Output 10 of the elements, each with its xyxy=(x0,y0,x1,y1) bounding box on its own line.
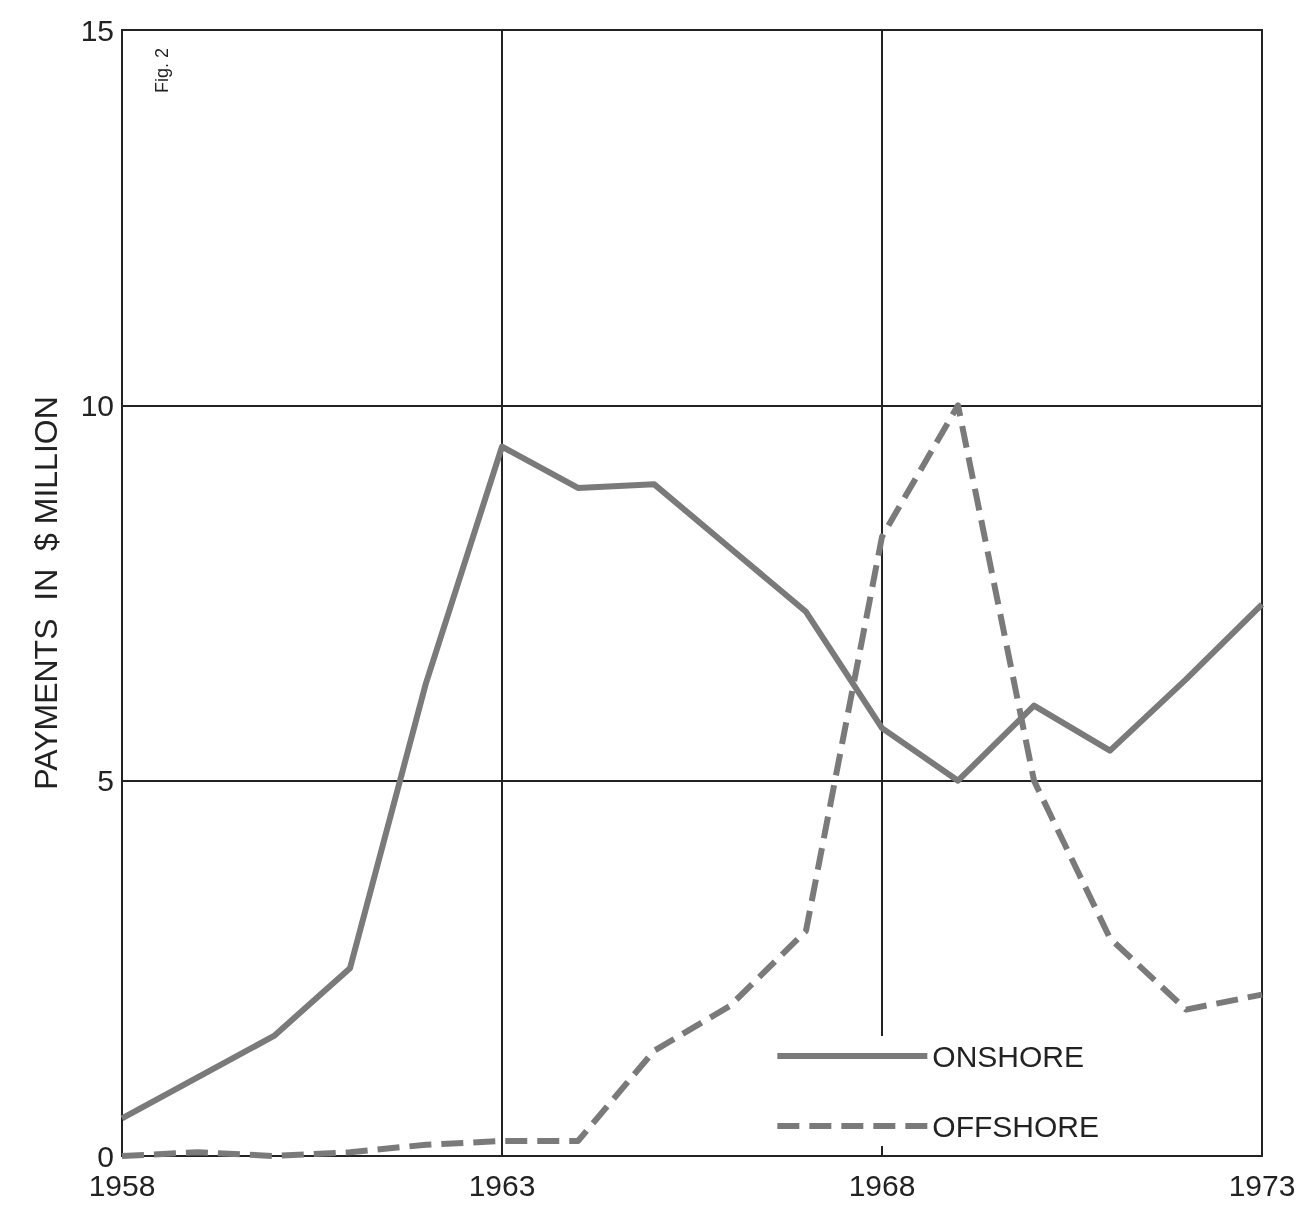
y-axis-title: PAYMENTS IN $ MILLION xyxy=(28,396,64,790)
legend-label: ONSHORE xyxy=(932,1039,1085,1073)
legend-label: OFFSHORE xyxy=(932,1109,1099,1143)
y-tick-label: 5 xyxy=(97,764,114,798)
y-tick-label: 10 xyxy=(80,388,114,422)
x-tick-label: 1973 xyxy=(1228,1168,1296,1202)
x-tick-label: 1963 xyxy=(468,1168,536,1202)
x-tick-label: 1968 xyxy=(848,1168,916,1202)
y-tick-label: 15 xyxy=(80,13,114,47)
annotation: Fig. 2 xyxy=(152,47,172,94)
